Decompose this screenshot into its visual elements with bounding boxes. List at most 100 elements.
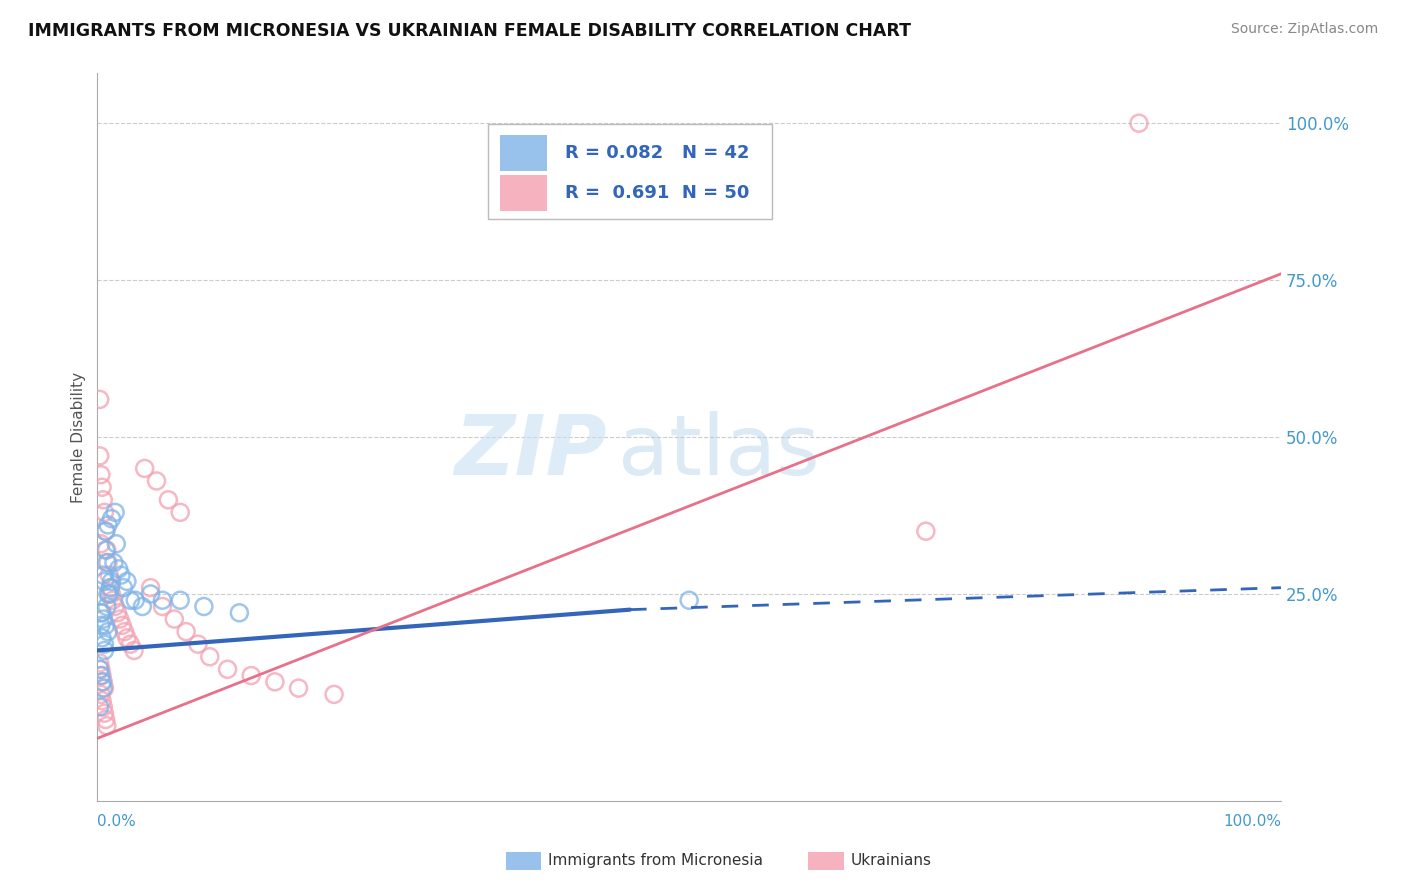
Point [134,461,156,475]
Point [97,517,120,532]
Point [111,618,134,632]
Point [94,524,117,539]
Point [98,587,121,601]
Point [131,599,153,614]
Point [93,574,115,589]
Point [120,593,142,607]
Point [91,631,114,645]
Point [110,568,132,582]
Point [169,593,191,607]
Point [90,687,112,701]
Point [678,593,700,607]
Point [104,599,127,614]
Point [104,505,127,519]
Point [217,662,239,676]
Point [97,624,120,639]
Text: 100.0%: 100.0% [1223,814,1281,829]
Point [152,593,174,607]
Point [89,662,111,676]
Point [90,467,112,482]
Point [90,662,112,676]
Point [198,649,221,664]
Point [91,480,114,494]
Point [103,556,125,570]
Point [240,668,263,682]
Point [91,681,114,695]
Point [1128,116,1150,130]
Point [89,449,111,463]
Text: Ukrainians: Ukrainians [851,854,932,868]
Point [139,581,162,595]
Point [93,643,115,657]
Text: 0.0%: 0.0% [97,814,136,829]
Point [91,694,114,708]
Point [112,581,135,595]
Point [93,505,115,519]
Point [91,568,114,582]
Point [94,713,117,727]
Point [90,606,112,620]
Point [100,574,122,589]
Text: Immigrants from Micronesia: Immigrants from Micronesia [548,854,763,868]
Point [228,606,250,620]
Point [187,637,209,651]
Point [90,537,112,551]
Point [91,674,114,689]
Point [145,474,167,488]
Point [96,599,118,614]
Point [91,606,114,620]
Point [100,587,122,601]
Point [94,543,117,558]
Text: ZIP: ZIP [454,411,606,492]
Point [152,599,174,614]
Point [93,681,115,695]
Point [115,631,138,645]
Point [96,543,118,558]
Point [157,492,180,507]
Point [264,674,287,689]
Point [98,581,121,595]
Point [107,562,129,576]
Point [91,700,114,714]
Point [94,524,117,539]
Point [93,706,115,721]
FancyBboxPatch shape [488,124,772,219]
Point [91,492,114,507]
Point [101,593,124,607]
Point [193,599,215,614]
Point [89,656,111,670]
Point [98,581,121,595]
Point [97,587,120,601]
Point [89,700,111,714]
Point [107,606,129,620]
Point [93,637,115,651]
Text: Source: ZipAtlas.com: Source: ZipAtlas.com [1230,22,1378,37]
Point [122,643,145,657]
Point [91,674,114,689]
Point [94,618,117,632]
Point [915,524,938,539]
Point [139,587,162,601]
Text: R =  0.691  N = 50: R = 0.691 N = 50 [565,184,749,202]
Point [100,511,122,525]
Point [163,612,186,626]
Point [108,612,131,626]
Point [174,624,197,639]
Point [89,392,111,407]
Point [90,668,112,682]
Bar [499,175,547,211]
Point [105,537,128,551]
Text: atlas: atlas [619,411,820,492]
Point [323,687,346,701]
Point [169,505,191,519]
Point [287,681,309,695]
Point [90,618,112,632]
Point [120,637,142,651]
Text: IMMIGRANTS FROM MICRONESIA VS UKRAINIAN FEMALE DISABILITY CORRELATION CHART: IMMIGRANTS FROM MICRONESIA VS UKRAINIAN … [28,22,911,40]
Text: R = 0.082   N = 42: R = 0.082 N = 42 [565,145,749,162]
Point [115,574,138,589]
Point [91,668,114,682]
Point [96,719,118,733]
Bar [499,135,547,171]
Y-axis label: Female Disability: Female Disability [72,371,86,502]
